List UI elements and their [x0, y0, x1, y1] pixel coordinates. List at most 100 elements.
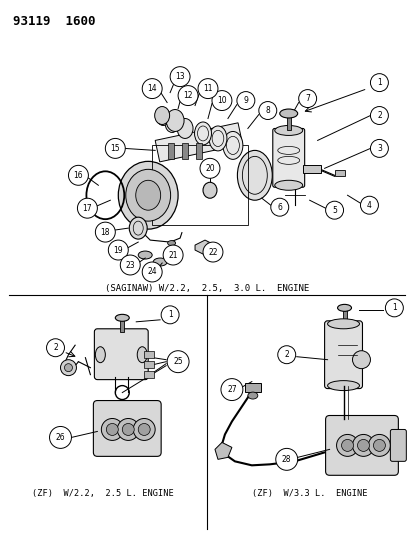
- Circle shape: [199, 158, 219, 179]
- FancyBboxPatch shape: [272, 128, 304, 187]
- Text: 14: 14: [147, 84, 157, 93]
- Text: 1: 1: [167, 310, 172, 319]
- Ellipse shape: [237, 150, 272, 200]
- Circle shape: [341, 439, 353, 451]
- Text: 26: 26: [55, 433, 65, 442]
- Ellipse shape: [166, 109, 184, 132]
- Text: 21: 21: [168, 251, 178, 260]
- Polygon shape: [214, 442, 231, 459]
- Ellipse shape: [202, 182, 216, 198]
- Text: 19: 19: [113, 246, 123, 255]
- Text: 3: 3: [376, 144, 381, 153]
- Bar: [342, 308, 346, 324]
- Ellipse shape: [337, 304, 351, 311]
- Circle shape: [178, 86, 197, 106]
- Circle shape: [163, 245, 183, 265]
- Bar: [302, 165, 320, 173]
- Circle shape: [68, 165, 88, 185]
- FancyBboxPatch shape: [325, 416, 397, 475]
- Circle shape: [142, 79, 162, 99]
- Text: (ZF)  W/3.3 L.  ENGINE: (ZF) W/3.3 L. ENGINE: [251, 489, 366, 498]
- Circle shape: [277, 346, 295, 364]
- Ellipse shape: [118, 161, 178, 229]
- Circle shape: [108, 240, 128, 260]
- Circle shape: [161, 306, 179, 324]
- Ellipse shape: [167, 240, 175, 246]
- Bar: [244, 383, 260, 392]
- Bar: [182, 143, 188, 159]
- Ellipse shape: [274, 180, 302, 190]
- Ellipse shape: [223, 132, 242, 159]
- Text: 24: 24: [147, 268, 157, 277]
- Circle shape: [95, 222, 115, 242]
- FancyBboxPatch shape: [389, 430, 405, 462]
- Circle shape: [370, 140, 387, 157]
- Circle shape: [105, 139, 125, 158]
- Text: 6: 6: [277, 203, 282, 212]
- Circle shape: [170, 67, 190, 86]
- FancyBboxPatch shape: [324, 321, 362, 389]
- Circle shape: [351, 351, 370, 369]
- FancyBboxPatch shape: [93, 400, 161, 456]
- Circle shape: [370, 74, 387, 92]
- Text: 20: 20: [205, 164, 214, 173]
- Text: 2: 2: [376, 111, 381, 120]
- Text: 5: 5: [331, 206, 336, 215]
- Circle shape: [368, 434, 389, 456]
- Circle shape: [120, 255, 140, 275]
- Circle shape: [197, 79, 217, 99]
- Ellipse shape: [137, 347, 147, 362]
- Ellipse shape: [247, 392, 257, 399]
- Circle shape: [298, 90, 316, 108]
- Bar: [155, 123, 242, 162]
- Ellipse shape: [154, 107, 169, 125]
- Text: 9: 9: [243, 96, 248, 105]
- Ellipse shape: [126, 169, 170, 221]
- Circle shape: [106, 424, 118, 435]
- Ellipse shape: [156, 109, 169, 125]
- Ellipse shape: [153, 258, 167, 266]
- Ellipse shape: [327, 319, 358, 329]
- Bar: [196, 143, 202, 159]
- Circle shape: [325, 201, 343, 219]
- Text: 10: 10: [216, 96, 226, 105]
- Circle shape: [270, 198, 288, 216]
- Circle shape: [211, 91, 231, 110]
- Ellipse shape: [129, 217, 147, 239]
- Circle shape: [60, 360, 76, 376]
- Circle shape: [351, 434, 373, 456]
- Text: 7: 7: [304, 94, 309, 103]
- Text: 1: 1: [376, 78, 381, 87]
- Text: 8: 8: [265, 106, 270, 115]
- Bar: [168, 143, 174, 159]
- Ellipse shape: [327, 381, 358, 391]
- Ellipse shape: [274, 125, 302, 135]
- Circle shape: [142, 262, 162, 282]
- Text: 2: 2: [284, 350, 288, 359]
- Circle shape: [138, 424, 150, 435]
- Text: (SAGINAW) W/2.2,  2.5,  3.0 L.  ENGINE: (SAGINAW) W/2.2, 2.5, 3.0 L. ENGINE: [104, 284, 309, 293]
- Ellipse shape: [279, 109, 297, 118]
- Text: (ZF)  W/2.2,  2.5 L. ENGINE: (ZF) W/2.2, 2.5 L. ENGINE: [32, 489, 174, 498]
- Text: 17: 17: [82, 204, 92, 213]
- Circle shape: [77, 198, 97, 218]
- Circle shape: [122, 424, 134, 435]
- Circle shape: [64, 364, 72, 372]
- Bar: [334, 171, 344, 176]
- Circle shape: [360, 196, 377, 214]
- Text: 15: 15: [110, 144, 120, 153]
- Circle shape: [336, 434, 358, 456]
- Text: 28: 28: [281, 455, 291, 464]
- Ellipse shape: [177, 118, 192, 139]
- Ellipse shape: [138, 251, 152, 259]
- Bar: [144, 351, 154, 358]
- Text: 25: 25: [173, 357, 183, 366]
- Bar: [286, 116, 290, 131]
- Circle shape: [221, 378, 242, 400]
- FancyBboxPatch shape: [94, 329, 148, 379]
- Text: 4: 4: [366, 201, 371, 209]
- Circle shape: [133, 418, 155, 440]
- Circle shape: [46, 339, 64, 357]
- Circle shape: [370, 107, 387, 125]
- Text: 23: 23: [125, 261, 135, 270]
